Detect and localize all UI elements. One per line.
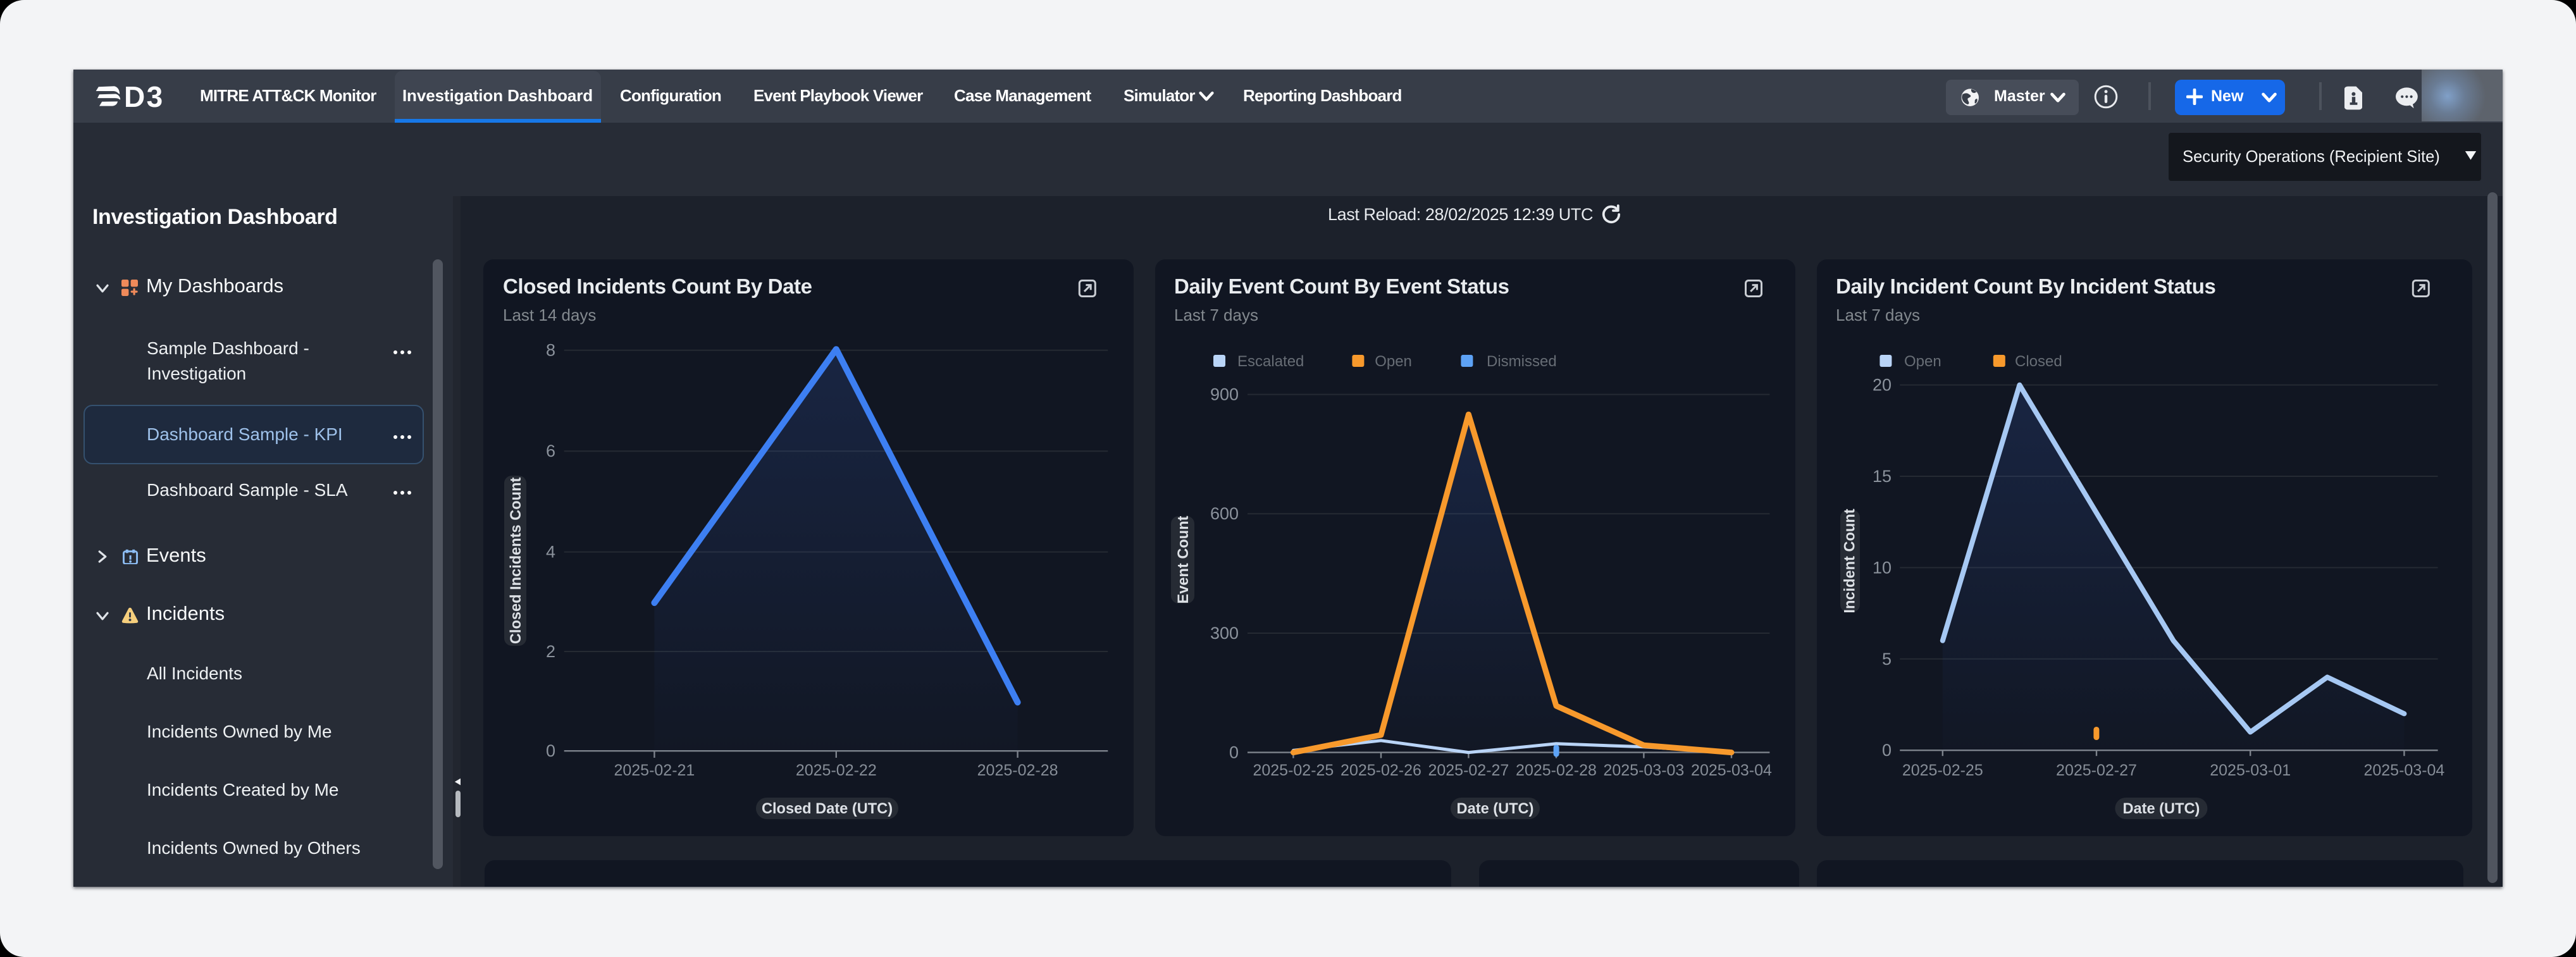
svg-text:0: 0 [546, 741, 555, 760]
svg-text:2025-02-25: 2025-02-25 [1902, 761, 1983, 779]
svg-text:15: 15 [1873, 466, 1892, 485]
svg-text:900: 900 [1210, 385, 1239, 404]
svg-text:2025-02-27: 2025-02-27 [2056, 761, 2137, 779]
svg-text:D3: D3 [124, 85, 164, 110]
svg-text:2: 2 [546, 641, 555, 660]
svg-text:5: 5 [1882, 649, 1892, 668]
svg-text:2025-02-25: 2025-02-25 [1253, 761, 1334, 779]
svg-text:2025-02-27: 2025-02-27 [1428, 761, 1509, 779]
svg-text:20: 20 [1873, 375, 1892, 394]
svg-text:Closed: Closed [2015, 352, 2062, 369]
svg-text:2025-02-22: 2025-02-22 [796, 761, 877, 779]
svg-text:Incident Count: Incident Count [1842, 508, 1859, 612]
svg-text:Daily Event Count By Event Sta: Daily Event Count By Event Status [1174, 274, 1509, 297]
svg-text:2025-02-28: 2025-02-28 [1516, 761, 1597, 779]
svg-text:Closed Incidents Count By Date: Closed Incidents Count By Date [503, 274, 812, 297]
svg-text:Daily Incident Count By Incide: Daily Incident Count By Incident Status [1836, 274, 2215, 297]
svg-text:0: 0 [1229, 743, 1239, 762]
svg-text:Closed Date (UTC): Closed Date (UTC) [762, 800, 893, 817]
svg-text:Last 7 days: Last 7 days [1836, 305, 1920, 324]
svg-text:2025-02-28: 2025-02-28 [977, 761, 1058, 779]
svg-text:2025-03-04: 2025-03-04 [2363, 761, 2444, 779]
svg-text:2025-03-03: 2025-03-03 [1603, 761, 1684, 779]
svg-text:Closed Incidents Count: Closed Incidents Count [508, 477, 524, 644]
svg-text:Dismissed: Dismissed [1487, 352, 1557, 369]
svg-text:Date (UTC): Date (UTC) [1457, 800, 1534, 817]
svg-text:Date (UTC): Date (UTC) [2122, 800, 2200, 817]
svg-text:Escalated: Escalated [1237, 352, 1304, 369]
svg-text:10: 10 [1873, 557, 1892, 576]
svg-text:Last 7 days: Last 7 days [1174, 305, 1258, 324]
svg-text:6: 6 [546, 441, 555, 460]
svg-text:0: 0 [1882, 740, 1892, 759]
svg-text:2025-03-04: 2025-03-04 [1691, 761, 1772, 779]
svg-text:2025-02-26: 2025-02-26 [1341, 761, 1421, 779]
svg-text:Last 14 days: Last 14 days [503, 305, 596, 324]
svg-text:Open: Open [1904, 352, 1941, 369]
svg-text:300: 300 [1210, 623, 1239, 642]
svg-text:2025-03-01: 2025-03-01 [2210, 761, 2291, 779]
svg-text:600: 600 [1210, 503, 1239, 522]
svg-text:2025-02-21: 2025-02-21 [614, 761, 695, 779]
svg-text:8: 8 [546, 340, 555, 359]
svg-text:4: 4 [546, 542, 555, 561]
svg-text:Event Count: Event Count [1175, 515, 1192, 603]
svg-text:Open: Open [1375, 352, 1412, 369]
